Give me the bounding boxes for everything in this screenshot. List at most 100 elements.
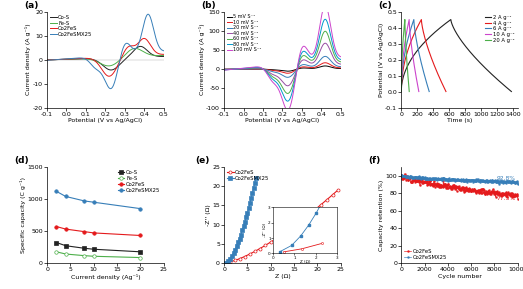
Co2FeS — [468, 190, 474, 193]
Line: 10 mV S⁻¹: 10 mV S⁻¹ — [224, 63, 340, 73]
Line: 20 mV S⁻¹: 20 mV S⁻¹ — [224, 56, 340, 77]
Co2FeS — [90, 231, 97, 235]
Co2FeSMX25 — [236, 237, 243, 240]
Text: (d): (d) — [15, 156, 29, 165]
Co2FeSMX25 — [44, 59, 50, 62]
Co2FeS — [137, 234, 143, 237]
Line: Co2FeS: Co2FeS — [225, 188, 340, 264]
10 A g⁻¹ — [398, 90, 404, 93]
20 mV S⁻¹ — [284, 76, 290, 79]
5 mV S⁻¹ — [291, 68, 297, 72]
5 mV S⁻¹ — [276, 68, 282, 72]
Co2FeS — [161, 53, 167, 56]
Y-axis label: Potential (V vs Ag/AgCl): Potential (V vs Ag/AgCl) — [379, 23, 384, 97]
60 mV S⁻¹ — [317, 42, 323, 45]
Co2FeSMX25 — [468, 179, 474, 182]
Co2FeSMX25 — [140, 27, 146, 30]
Co2FeSMX25 — [231, 251, 237, 255]
Co2FeS — [232, 259, 238, 262]
Co2FeSMX25 — [107, 87, 113, 90]
Text: (c): (c) — [378, 1, 392, 10]
Legend: Co2FeS, Co2FeSMX25: Co2FeS, Co2FeSMX25 — [404, 249, 447, 260]
60 mV S⁻¹ — [285, 92, 291, 95]
10 A g⁻¹ — [398, 84, 404, 87]
4 A g⁻¹ — [423, 40, 429, 44]
Co2FeS — [228, 260, 234, 264]
Fe-S — [140, 50, 146, 53]
Co2FeS — [301, 217, 307, 220]
Line: 40 mV S⁻¹: 40 mV S⁻¹ — [224, 43, 340, 86]
Co2FeS — [284, 229, 290, 233]
20 mV S⁻¹ — [285, 76, 291, 79]
X-axis label: Time (s): Time (s) — [447, 118, 472, 123]
Co2FeSMX25 — [222, 261, 229, 264]
Co-S — [107, 68, 113, 72]
Co2FeSMX25 — [251, 187, 257, 190]
Co2FeS — [107, 74, 113, 78]
4 A g⁻¹ — [438, 80, 445, 84]
100 mV S⁻¹ — [276, 90, 282, 93]
40 mV S⁻¹ — [335, 62, 342, 65]
Fe-S — [132, 47, 139, 50]
Line: 5 mV S⁻¹: 5 mV S⁻¹ — [224, 66, 340, 71]
6 A g⁻¹ — [423, 80, 429, 84]
Line: 100 mV S⁻¹: 100 mV S⁻¹ — [224, 5, 340, 110]
Co2FeS — [44, 58, 50, 62]
Co-S — [63, 244, 69, 247]
80 mV S⁻¹ — [276, 85, 282, 88]
Co2FeSMX25 — [107, 87, 113, 90]
Co2FeS — [106, 75, 112, 78]
Co2FeS — [295, 221, 301, 225]
20 A g⁻¹ — [402, 18, 408, 21]
Co2FeSMX25 — [252, 181, 258, 185]
Co2FeS — [63, 227, 69, 231]
10 A g⁻¹ — [416, 90, 422, 93]
40 mV S⁻¹ — [284, 84, 290, 88]
Legend: Co-S, Fe-S, Co2FeS, Co2FeSMX25: Co-S, Fe-S, Co2FeS, Co2FeSMX25 — [118, 170, 161, 193]
5 mV S⁻¹ — [285, 69, 291, 73]
Line: Fe-S: Fe-S — [47, 49, 164, 66]
Text: (f): (f) — [369, 156, 381, 165]
60 mV S⁻¹ — [335, 59, 342, 62]
Co2FeSMX25 — [227, 257, 233, 260]
Co2FeS — [497, 192, 503, 196]
2 A g⁻¹ — [497, 80, 504, 84]
Co2FeSMX25 — [100, 75, 106, 78]
Text: (e): (e) — [195, 156, 209, 165]
10 mV S⁻¹ — [276, 70, 282, 73]
X-axis label: Current density (Ag⁻¹): Current density (Ag⁻¹) — [71, 274, 140, 279]
100 mV S⁻¹ — [277, 92, 283, 95]
100 mV S⁻¹ — [322, 3, 328, 7]
20 mV S⁻¹ — [276, 72, 282, 75]
Co2FeSMX25 — [99, 74, 106, 77]
6 A g⁻¹ — [414, 43, 420, 47]
100 mV S⁻¹ — [284, 108, 290, 112]
10 A g⁻¹ — [406, 18, 412, 21]
Co2FeSMX25 — [399, 175, 405, 178]
10 mV S⁻¹ — [221, 68, 228, 71]
100 mV S⁻¹ — [317, 24, 323, 27]
X-axis label: Potential (V vs Ag/AgCl): Potential (V vs Ag/AgCl) — [68, 118, 142, 123]
Co2FeS — [402, 172, 408, 175]
60 mV S⁻¹ — [322, 29, 328, 33]
Line: Co-S: Co-S — [55, 241, 142, 253]
Co2FeS — [113, 66, 120, 69]
Co2FeS — [329, 193, 336, 197]
20 mV S⁻¹ — [335, 64, 342, 68]
Co2FeSMX25 — [232, 248, 238, 251]
Co2FeSMX25 — [470, 179, 476, 182]
40 mV S⁻¹ — [322, 42, 328, 45]
6 A g⁻¹ — [422, 73, 428, 77]
Co2FeS — [53, 225, 60, 228]
Co2FeS — [246, 252, 253, 256]
Co-S — [138, 45, 144, 48]
5 mV S⁻¹ — [221, 67, 228, 71]
10 A g⁻¹ — [408, 40, 414, 44]
Co2FeS — [99, 68, 106, 72]
Text: (b): (b) — [201, 1, 215, 10]
40 mV S⁻¹ — [291, 76, 297, 79]
10 mV S⁻¹ — [337, 66, 344, 70]
Line: 6 A g⁻¹: 6 A g⁻¹ — [401, 20, 429, 92]
Co2FeSMX25 — [248, 197, 254, 200]
Co2FeSMX25 — [158, 48, 164, 51]
